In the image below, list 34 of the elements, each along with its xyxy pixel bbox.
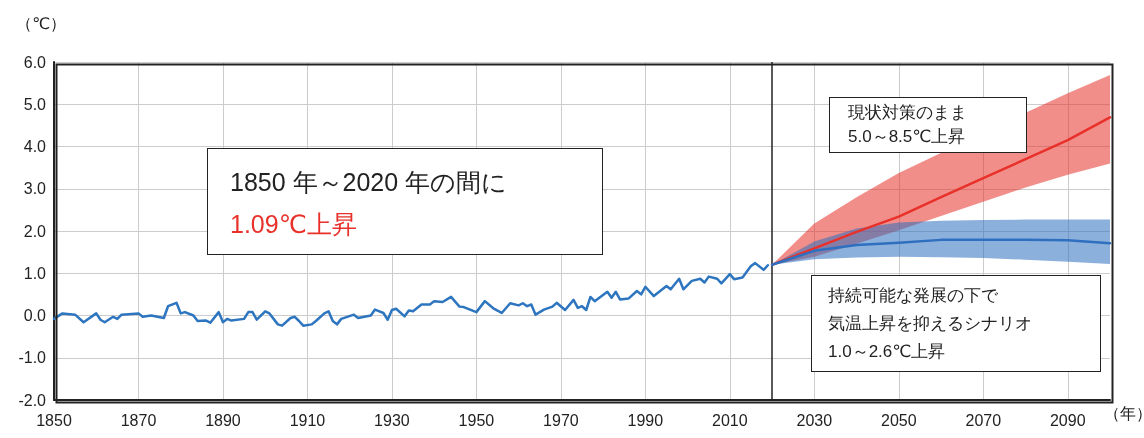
annotation: 持続可能な発展の下で — [828, 285, 999, 307]
annotation: 5.0～8.5℃上昇 — [848, 126, 967, 148]
text-box: 現状対策のまま 5.0～8.5℃上昇 — [829, 97, 1027, 153]
x-tick-label: 1850 — [36, 411, 72, 429]
x-tick-label: 1990 — [627, 411, 664, 429]
text-box: 1850 年～2020 年の間に 1.09℃上昇 — [207, 148, 603, 255]
annotation: 1850 年～2020 年の間に — [230, 167, 509, 198]
text-box: 持続可能な発展の下で 気温上昇を抑えるシナリオ 1.0～2.6℃上昇 — [811, 275, 1101, 372]
x-tick-label: 2050 — [881, 411, 917, 429]
y-tick-label: 1.0 — [23, 264, 47, 282]
annotation: 現状対策のまま — [848, 102, 968, 124]
annotation: 気温上昇を抑えるシナリオ — [828, 313, 1033, 335]
x-tick-label: 2010 — [712, 411, 748, 429]
x-axis-title: （年） — [1104, 404, 1144, 424]
x-tick-label: 1970 — [543, 411, 579, 429]
x-tick-label: 2090 — [1049, 411, 1086, 429]
x-tick-label: 1930 — [374, 411, 410, 429]
y-tick-label: 5.0 — [23, 95, 47, 113]
y-tick-label: -1.0 — [18, 349, 47, 367]
x-tick-label: 1890 — [205, 411, 241, 429]
annotation: 1.09℃上昇 — [230, 209, 358, 240]
y-tick-label: 6.0 — [23, 53, 47, 71]
y-tick-label: 3.0 — [23, 180, 47, 198]
y-tick-label: 2.0 — [23, 222, 47, 240]
x-tick-label: 1870 — [120, 411, 157, 429]
x-tick-label: 1950 — [458, 411, 495, 429]
x-tick-label: 2030 — [796, 411, 833, 429]
x-tick-label: 2070 — [965, 411, 1002, 429]
y-tick-label: 0.0 — [23, 307, 47, 324]
y-axis-title: （℃） — [16, 14, 66, 34]
x-tick-label: 1910 — [289, 411, 326, 429]
y-tick-label: 4.0 — [23, 138, 47, 155]
y-tick-label: -2.0 — [18, 391, 47, 409]
annotation: 1.0～2.6℃上昇 — [828, 341, 947, 363]
